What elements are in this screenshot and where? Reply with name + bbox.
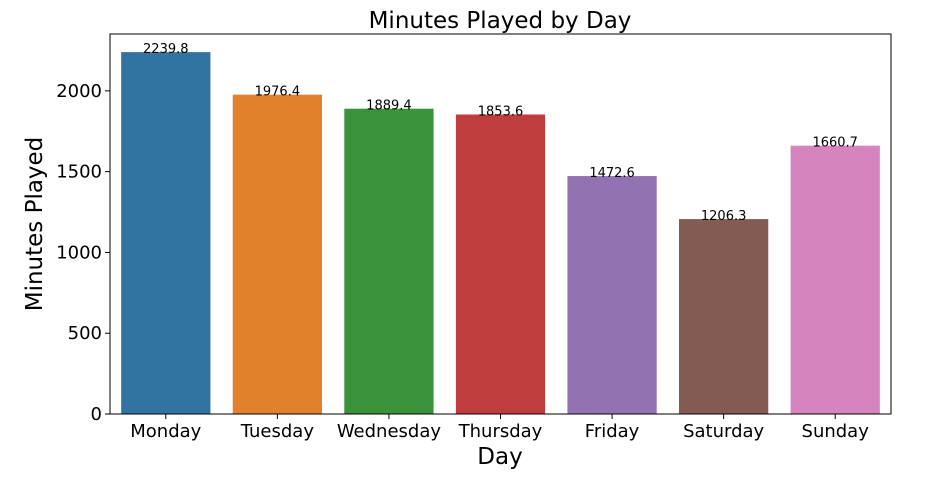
x-tick-label-tuesday: Tuesday	[240, 421, 315, 442]
y-tick-label-500: 500	[68, 323, 102, 344]
bar-monday	[121, 52, 211, 414]
bar-sunday	[790, 145, 880, 415]
x-tick-label-monday: Monday	[130, 421, 201, 442]
bar-wednesday	[344, 108, 434, 415]
data-label-friday: 1472.6	[589, 166, 635, 181]
bars-layer: 2239.8 1976.4 1889.4 1853.6 1472.6 1206.3 1660…	[121, 42, 880, 415]
y-tick-label-0: 0	[91, 404, 102, 425]
bar-friday	[567, 176, 657, 414]
data-label-thursday: 1853.6	[478, 105, 524, 120]
bar-thursday	[455, 114, 546, 414]
x-axis-title: Day	[477, 444, 522, 470]
x-tick-label-thursday: Thursday	[458, 421, 543, 442]
x-axis: Monday Tuesday Wednesday Thursday Friday Satu…	[130, 414, 869, 442]
y-axis: 0 500 1000 1500 2000	[56, 81, 110, 425]
data-label-sunday: 1660.7	[812, 136, 858, 151]
data-label-monday: 2239.8	[143, 42, 189, 57]
data-label-wednesday: 1889.4	[366, 99, 412, 114]
bar-tuesday	[232, 94, 322, 414]
y-axis-title: Minutes Played	[22, 137, 48, 312]
x-tick-label-sunday: Sunday	[802, 421, 870, 442]
x-tick-label-friday: Friday	[585, 421, 640, 442]
y-tick-label-1000: 1000	[56, 242, 102, 263]
data-label-tuesday: 1976.4	[255, 85, 301, 100]
chart-title: Minutes Played by Day	[369, 8, 632, 34]
data-label-saturday: 1206.3	[701, 209, 747, 224]
y-tick-label-2000: 2000	[56, 81, 102, 102]
x-tick-label-saturday: Saturday	[683, 421, 764, 442]
bar-saturday	[679, 219, 769, 414]
y-tick-label-1500: 1500	[56, 162, 102, 183]
x-tick-label-wednesday: Wednesday	[337, 421, 442, 442]
